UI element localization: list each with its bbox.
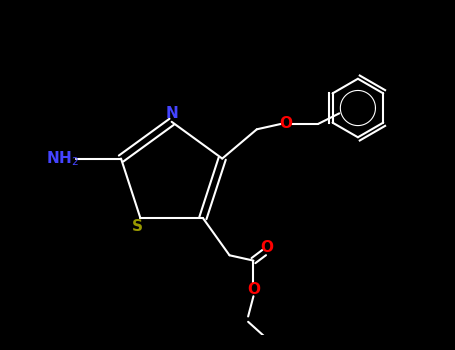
Text: O: O — [279, 117, 293, 132]
Text: NH$_2$: NH$_2$ — [46, 149, 79, 168]
Text: O: O — [260, 240, 273, 255]
Text: O: O — [247, 282, 260, 298]
Text: S: S — [132, 218, 143, 233]
Text: N: N — [165, 106, 178, 121]
